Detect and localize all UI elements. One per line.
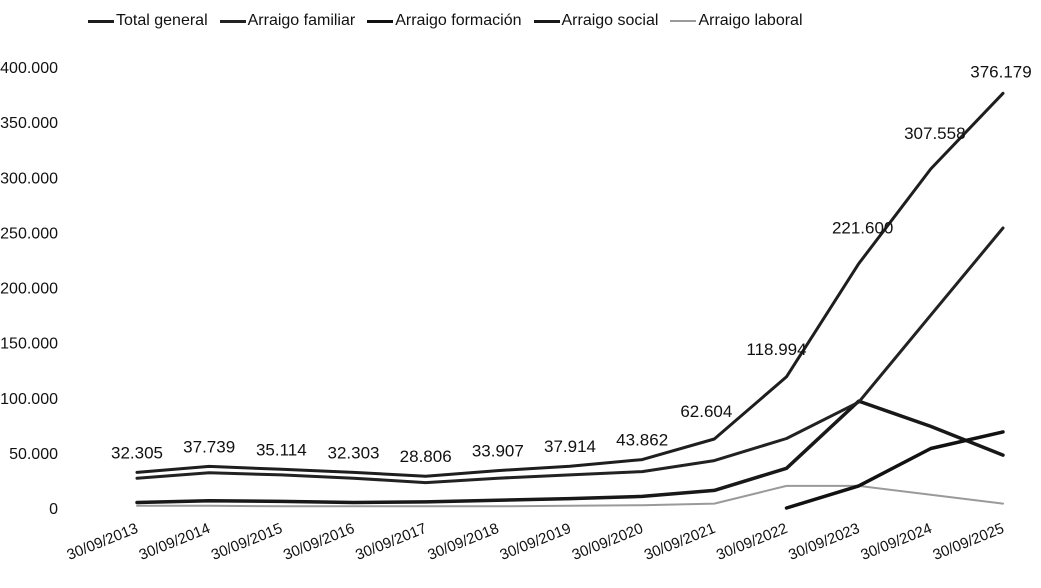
legend-swatch bbox=[219, 19, 246, 23]
y-tick-label: 250.000 bbox=[0, 225, 58, 242]
data-label: 376.179 bbox=[970, 62, 1031, 81]
y-tick-label: 200.000 bbox=[0, 281, 58, 298]
series-line bbox=[135, 91, 1005, 478]
series-line bbox=[784, 430, 1005, 510]
x-tick-label: 30/09/2021 bbox=[642, 520, 718, 564]
data-label: 28.806 bbox=[400, 447, 452, 466]
data-label: 118.994 bbox=[746, 340, 806, 359]
legend-item: Total general bbox=[88, 12, 208, 30]
x-tick-label: 30/09/2023 bbox=[786, 520, 862, 564]
legend-swatch bbox=[670, 20, 697, 22]
data-label: 37.914 bbox=[544, 437, 596, 456]
data-label: 33.907 bbox=[472, 442, 524, 461]
data-label: 37.739 bbox=[183, 437, 235, 456]
legend-label: Arraigo familiar bbox=[247, 12, 356, 29]
x-tick-label: 30/09/2017 bbox=[353, 520, 429, 564]
x-tick-label: 30/09/2018 bbox=[425, 520, 501, 564]
data-label: 221.600 bbox=[832, 219, 893, 238]
legend-swatch bbox=[88, 19, 114, 23]
legend-swatch bbox=[367, 19, 394, 23]
legend-label: Total general bbox=[116, 12, 208, 29]
data-label: 32.305 bbox=[111, 443, 163, 462]
legend-item: Arraigo familiar bbox=[219, 12, 356, 30]
y-tick-label: 150.000 bbox=[0, 336, 58, 353]
data-label: 307.558 bbox=[904, 124, 965, 143]
x-tick-label: 30/09/2016 bbox=[281, 520, 357, 564]
x-tick-label: 30/09/2015 bbox=[209, 520, 285, 564]
series-path bbox=[135, 91, 1005, 478]
legend-label: Arraigo social bbox=[561, 12, 659, 29]
x-tick-label: 30/09/2020 bbox=[570, 520, 646, 564]
legend-label: Arraigo formación bbox=[395, 12, 522, 29]
legend-swatch bbox=[533, 19, 560, 23]
legend-item: Arraigo laboral bbox=[670, 12, 803, 30]
y-tick-label: 0 bbox=[49, 501, 58, 518]
x-tick-label: 30/09/2022 bbox=[714, 520, 790, 564]
data-label: 62.604 bbox=[680, 402, 732, 421]
x-tick-label: 30/09/2013 bbox=[65, 520, 141, 564]
data-label: 32.303 bbox=[328, 443, 380, 462]
data-label: 43.862 bbox=[616, 431, 668, 450]
x-tick-label: 30/09/2024 bbox=[858, 520, 934, 564]
y-tick-label: 350.000 bbox=[0, 115, 58, 132]
series-path bbox=[784, 430, 1005, 510]
legend-item: Arraigo social bbox=[533, 12, 659, 30]
x-tick-label: 30/09/2014 bbox=[137, 520, 213, 564]
y-tick-label: 400.000 bbox=[0, 60, 58, 77]
legend-item: Arraigo formación bbox=[367, 12, 522, 30]
data-label: 35.114 bbox=[256, 440, 307, 459]
legend: Total general Arraigo familiar Arraigo for… bbox=[88, 12, 815, 30]
y-tick-label: 300.000 bbox=[0, 170, 58, 187]
series-line bbox=[136, 484, 1004, 508]
x-tick-label: 30/09/2025 bbox=[931, 520, 1007, 564]
series-path bbox=[136, 484, 1004, 508]
y-tick-label: 50.000 bbox=[9, 446, 58, 463]
legend-label: Arraigo laboral bbox=[698, 12, 803, 29]
y-tick-label: 100.000 bbox=[0, 391, 58, 408]
x-tick-label: 30/09/2019 bbox=[498, 520, 574, 564]
series-line bbox=[135, 226, 1005, 485]
